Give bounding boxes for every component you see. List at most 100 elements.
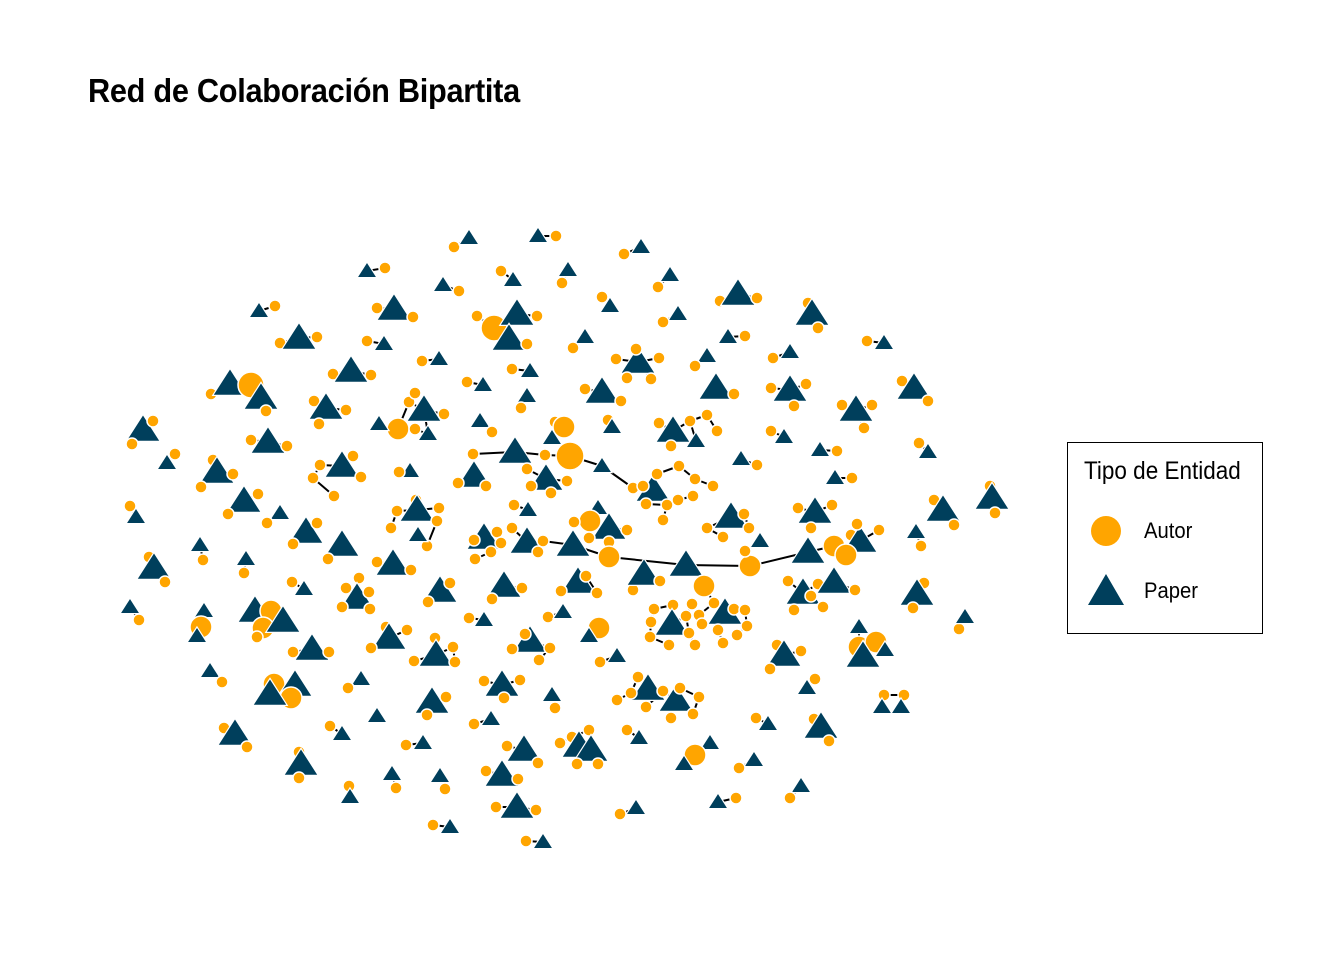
paper-node — [471, 374, 495, 393]
author-node — [729, 791, 743, 805]
author-node — [555, 441, 585, 471]
author-node — [732, 761, 746, 775]
paper-node — [370, 621, 408, 650]
paper-node — [531, 831, 555, 850]
paper-node — [772, 426, 796, 445]
paper-node — [472, 609, 496, 628]
author-node — [443, 576, 457, 590]
paper-node — [198, 455, 236, 484]
author-node — [485, 425, 499, 439]
author-node — [660, 498, 674, 512]
paper-node — [438, 816, 462, 835]
author-node — [531, 756, 545, 770]
paper-node — [719, 277, 757, 306]
author-node — [536, 534, 550, 548]
author-node — [610, 693, 624, 707]
edge — [608, 556, 687, 566]
author-node — [286, 537, 300, 551]
author-node — [386, 417, 410, 441]
paper-node — [629, 672, 667, 701]
author-node — [652, 416, 666, 430]
author-node — [520, 337, 534, 351]
author-node — [620, 723, 634, 737]
author-node — [590, 586, 604, 600]
author-node — [158, 575, 172, 589]
author-node — [322, 645, 336, 659]
author-node — [848, 583, 862, 597]
legend-label-autor: Autor — [1144, 518, 1193, 543]
author-node — [651, 280, 665, 294]
paper-node — [515, 385, 539, 404]
paper-node — [468, 410, 492, 429]
author-node — [439, 690, 453, 704]
author-node — [346, 449, 360, 463]
author-node — [451, 476, 465, 490]
author-node — [543, 641, 557, 655]
paper-node — [684, 430, 708, 449]
author-node — [686, 707, 700, 721]
paper-node — [185, 625, 209, 644]
author-node — [591, 757, 605, 771]
author-node — [578, 509, 602, 533]
author-node — [529, 803, 543, 817]
author-node — [268, 299, 282, 313]
author-node — [593, 655, 607, 669]
author-node — [781, 574, 795, 588]
author-node — [339, 403, 353, 417]
author-node — [763, 662, 777, 676]
author-node — [352, 571, 366, 585]
author-node — [727, 387, 741, 401]
author-node — [617, 247, 631, 261]
author-node — [560, 474, 574, 488]
author-node — [566, 341, 580, 355]
author-node — [582, 723, 596, 737]
paper-node — [251, 677, 289, 706]
author-node — [686, 489, 700, 503]
author-node — [470, 309, 484, 323]
author-node — [221, 507, 235, 521]
paper-node — [349, 668, 373, 687]
author-node — [700, 408, 714, 422]
author-node — [692, 690, 706, 704]
author-node — [688, 472, 702, 486]
author-node — [816, 600, 830, 614]
author-node — [310, 330, 324, 344]
paper-node — [808, 439, 832, 458]
author-node — [727, 602, 741, 616]
author-node — [313, 458, 327, 472]
paper-node — [870, 696, 894, 715]
author-node — [548, 701, 562, 715]
paper-node — [264, 604, 302, 633]
author-node — [520, 462, 534, 476]
author-node — [865, 398, 879, 412]
author-node — [716, 530, 730, 544]
author-node — [685, 597, 699, 611]
author-node — [306, 471, 320, 485]
author-node — [664, 711, 678, 725]
legend-label-paper: Paper — [1144, 578, 1199, 603]
paper-node — [188, 534, 212, 553]
author-node — [446, 640, 460, 654]
author-node — [292, 771, 306, 785]
author-node — [378, 261, 392, 275]
paper-node — [627, 727, 651, 746]
author-node — [662, 638, 676, 652]
author-node — [384, 521, 398, 535]
author-node — [132, 613, 146, 627]
author-node — [700, 521, 714, 535]
paper-node — [367, 413, 391, 432]
author-node — [692, 574, 716, 598]
paper-node — [625, 557, 663, 586]
author-node — [794, 644, 808, 658]
paper-node — [330, 723, 354, 742]
author-node — [906, 601, 920, 615]
author-node — [421, 595, 435, 609]
author-node — [420, 708, 434, 722]
paper-node — [307, 391, 345, 420]
paper-node — [234, 548, 258, 567]
author-node — [514, 401, 528, 415]
paper-node — [598, 295, 622, 314]
author-node — [631, 670, 645, 684]
author-node — [323, 719, 337, 733]
author-node — [544, 486, 558, 500]
